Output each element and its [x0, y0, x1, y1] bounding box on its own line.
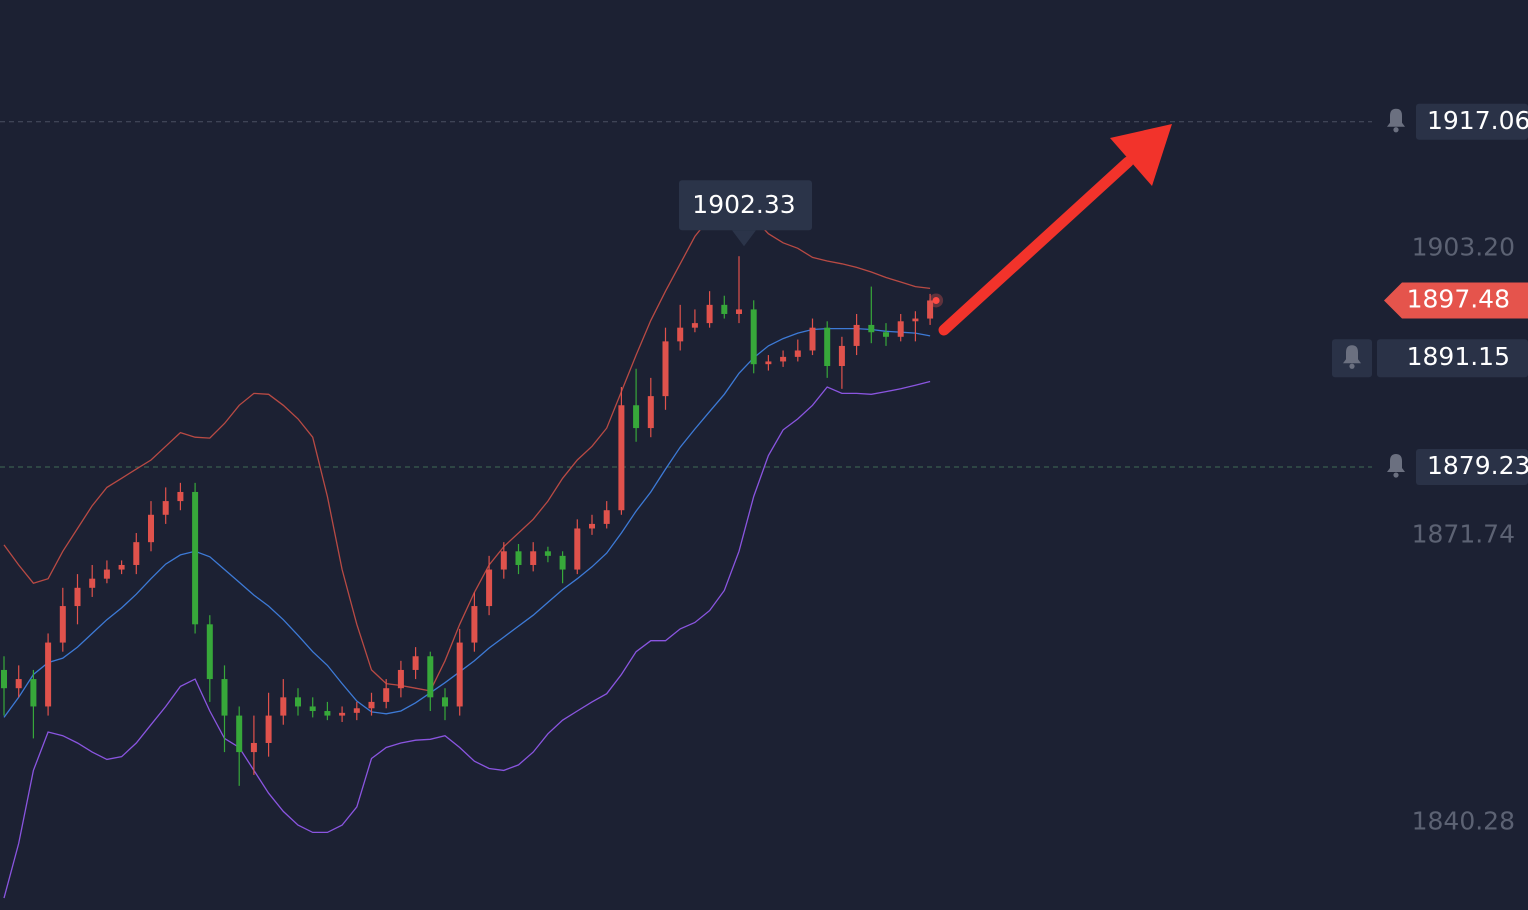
- candle-body: [89, 578, 96, 588]
- candle-body: [486, 569, 493, 607]
- alert-label-box: [1416, 449, 1528, 486]
- candle-body: [280, 697, 287, 716]
- arrow-shaft: [938, 156, 1134, 336]
- candle-body: [750, 309, 757, 365]
- candle-body: [515, 551, 522, 565]
- high-tooltip-pointer: [732, 230, 756, 247]
- current-price-label: 1897.48: [1407, 284, 1510, 313]
- alert-bell-clapper: [1393, 472, 1399, 478]
- candle-body: [603, 510, 610, 524]
- candle-body: [809, 327, 816, 351]
- y-tick-label: 1840.28: [1412, 807, 1515, 836]
- band-upper: [3, 204, 931, 692]
- candle-body: [221, 679, 228, 716]
- alert-label: 1917.06: [1427, 106, 1528, 135]
- candle-body: [559, 555, 566, 570]
- candle-body: [397, 669, 404, 689]
- candle-body: [574, 528, 581, 570]
- pending-alert-box: [1377, 339, 1528, 378]
- candle-body: [618, 405, 625, 511]
- candle-body: [897, 321, 904, 337]
- y-tick-label: 1871.74: [1412, 519, 1515, 548]
- candle-body: [133, 542, 140, 565]
- candle-body: [339, 712, 346, 716]
- alert-bell-clapper: [1349, 363, 1355, 369]
- candle-body: [589, 523, 595, 529]
- candle-body: [412, 656, 419, 670]
- candle-body: [236, 715, 243, 753]
- candle-body: [192, 491, 199, 625]
- candle-body: [206, 624, 213, 680]
- candle-body: [544, 551, 551, 556]
- candles-layer: [1, 256, 944, 786]
- candle-body: [780, 356, 787, 362]
- axis-layer: [0, 121, 1372, 468]
- high-tooltip-box: [679, 180, 812, 231]
- candle-body: [662, 341, 669, 397]
- alert-bell: [1387, 454, 1405, 473]
- candle-body: [824, 327, 831, 367]
- labels-layer: 1903.20 1871.74 1840.28 1917.06 1879.23 1891.…: [679, 103, 1528, 836]
- band-middle: [3, 327, 931, 718]
- alert-bell: [1343, 345, 1361, 364]
- candle-body: [427, 656, 434, 698]
- arrow-head: [1110, 124, 1172, 186]
- candle-body: [721, 304, 728, 314]
- candle-body: [368, 701, 375, 709]
- candle-body: [442, 697, 448, 707]
- candle-body: [15, 679, 22, 689]
- alert-label-box: [1416, 103, 1528, 140]
- candle-body: [45, 642, 52, 707]
- bands-layer: [3, 204, 931, 899]
- candle-body: [706, 304, 713, 324]
- candle-body: [265, 715, 272, 743]
- candle-body: [456, 642, 463, 707]
- candle-body: [59, 606, 66, 643]
- alert-label: 1879.23: [1427, 451, 1528, 480]
- trend-arrow: [938, 124, 1172, 336]
- candle-body: [324, 711, 331, 716]
- candle-body: [647, 396, 654, 429]
- candle-body: [162, 501, 169, 515]
- pending-alert-label: 1891.15: [1407, 342, 1510, 371]
- alert-bell: [1387, 108, 1405, 127]
- candle-body: [148, 514, 154, 543]
- candle-body: [295, 697, 301, 707]
- band-lower: [3, 380, 931, 899]
- candle-body: [118, 564, 125, 570]
- candle-body: [30, 679, 37, 707]
- candle-body: [74, 587, 81, 607]
- current-price-tag: [1384, 282, 1528, 319]
- high-tooltip-label: 1902.33: [692, 190, 795, 219]
- candle-body: [677, 327, 684, 342]
- candle-body: [868, 324, 875, 333]
- candle-body: [927, 300, 934, 319]
- y-tick-label: 1903.20: [1412, 232, 1515, 261]
- candle-body: [883, 332, 889, 337]
- candle-body: [912, 318, 919, 322]
- alert-bell-clapper: [1393, 127, 1399, 133]
- candle-body: [250, 742, 257, 753]
- candle-body: [177, 491, 184, 502]
- candle-body: [633, 405, 640, 429]
- candle-body: [691, 323, 698, 328]
- candle-body: [383, 688, 390, 702]
- candle-body: [1, 669, 7, 689]
- candle-body: [736, 309, 742, 314]
- current-price-dot: [932, 296, 940, 304]
- candle-body: [853, 324, 860, 346]
- candle-body: [530, 551, 537, 565]
- candle-body: [103, 569, 110, 579]
- candle-body: [353, 708, 360, 713]
- candle-body: [794, 350, 801, 357]
- candle-body: [471, 606, 478, 643]
- candle-body: [500, 551, 507, 570]
- candle-body: [765, 361, 772, 365]
- candle-body: [838, 345, 845, 367]
- candle-body: [309, 706, 316, 712]
